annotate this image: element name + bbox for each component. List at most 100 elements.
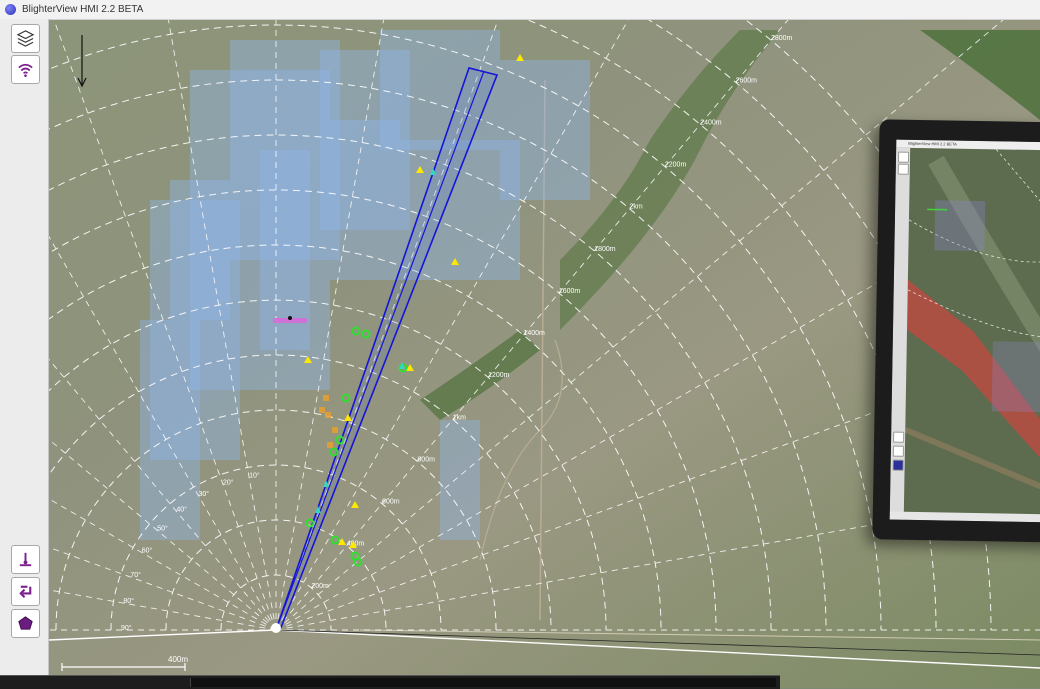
scale-bar-label: 400m [168,655,189,664]
app-logo-icon [5,4,16,15]
dirt-road [359,629,1040,641]
range-label: 1600m [559,288,581,295]
range-ring [526,20,937,631]
bearing-spoke [49,546,277,631]
inset-status-bar [889,511,1040,523]
coverage-cell [440,420,480,540]
horizon-line [49,629,277,641]
radar-position-marker [271,623,281,633]
angle-label: 20° [223,478,234,486]
range-ring [49,189,717,631]
track-history-dot [323,395,329,401]
vegetation-area [920,30,1040,120]
bearing-spoke [49,358,277,631]
wireless-button[interactable] [11,55,40,84]
radar-coverage [140,30,590,540]
vegetation-area [420,330,540,420]
track-history-dot [327,442,333,448]
range-ring [110,464,442,631]
target-icon[interactable] [351,326,361,336]
coverage-cell [140,320,200,540]
coverage-cell [150,200,240,460]
target-icon[interactable] [335,435,345,445]
angle-label: 10° [249,471,260,479]
range-label: 2200m [665,162,687,169]
track-marker-icon[interactable] [315,506,321,513]
bearing-spoke [275,351,1040,631]
dirt-road [479,339,563,561]
target-icon[interactable] [361,329,371,339]
track-marker-icon[interactable] [323,480,329,487]
coverage-cell [260,150,310,350]
track-marker-icon[interactable] [416,166,424,173]
bearing-spoke [275,20,1004,631]
bearing-spoke [49,235,277,631]
bearing-spoke [275,20,629,631]
angle-label: 30° [199,490,210,498]
dirt-road [539,79,546,621]
angle-label: 80° [123,597,134,605]
bearing-spoke [49,438,277,631]
range-label: 400m [347,541,365,548]
track-marker-icon[interactable] [430,168,436,175]
coverage-cell [230,40,340,260]
track-marker-icon[interactable] [399,362,405,369]
north-arrow-icon [77,35,87,88]
bearing-spoke [275,20,385,631]
track-marker-icon[interactable] [406,364,414,371]
zone-button[interactable] [11,609,40,638]
range-label: 600m [382,499,400,506]
inset-monitor: ▬▬▬▬ BlighterView HMI 2.2 BETA [872,119,1040,543]
track-history-dot [325,412,331,418]
range-label: 200m [311,583,329,590]
range-label: 2600m [736,77,758,84]
range-ring [49,244,662,631]
bearing-spoke [275,188,1040,631]
bottom-panel [0,675,780,689]
layers-icon [16,30,35,47]
coverage-cell [380,30,500,150]
inset-layers-icon [897,151,910,163]
range-label: 1400m [523,330,545,337]
bearing-spoke [167,20,277,631]
track-marker-icon[interactable] [349,541,357,548]
radar-map[interactable]: 2800m 2600m 2400m 2200m 2km 1800m 1600m 1400m 12… [49,20,1040,688]
bearing-spoke [275,494,1040,631]
track-marker-icon[interactable] [304,356,312,363]
range-label: 800m [417,456,435,463]
scale-bar [61,663,186,671]
bearing-spoke [49,498,277,631]
radar-mast-button[interactable] [11,545,40,574]
track-marker-icon[interactable] [351,501,359,508]
bearing-line [275,629,1040,656]
vegetation-area [560,30,780,330]
inset-map: ▬▬▬▬ [903,147,1040,515]
coverage-cell [190,70,330,390]
track-marker-icon[interactable] [451,258,459,265]
wireless-signal-icon [18,63,33,78]
layers-button[interactable] [11,24,40,53]
tracks-layer [304,54,524,567]
bearing-spoke [275,20,789,631]
target-icon[interactable] [329,447,339,457]
bearing-spoke [275,20,499,631]
window-title: BlighterView HMI 2.2 BETA [22,4,144,15]
bearing-spoke [53,20,277,631]
map-canvas[interactable]: 2800m 2600m 2400m 2200m 2km 1800m 1600m 1400m 12… [49,20,1040,688]
angle-label: 90° [121,624,132,632]
target-icon[interactable] [353,557,363,567]
track-marker-icon[interactable] [338,538,346,545]
inset-monitor-screen: ▬▬▬▬ BlighterView HMI 2.2 BETA [889,139,1040,523]
return-button[interactable] [11,577,40,606]
target-icon[interactable] [330,535,340,545]
range-label: 1km [453,414,466,421]
track-marker-icon[interactable] [344,414,352,421]
waypoint-marker[interactable] [273,318,307,323]
inset-radar-mast-icon [893,431,905,443]
left-toolbar [0,19,49,688]
range-label: 2800m [771,35,793,42]
bottom-panel-inner [190,678,776,687]
target-icon[interactable] [305,518,315,528]
track-marker-icon[interactable] [516,54,524,61]
target-icon[interactable] [341,393,351,403]
